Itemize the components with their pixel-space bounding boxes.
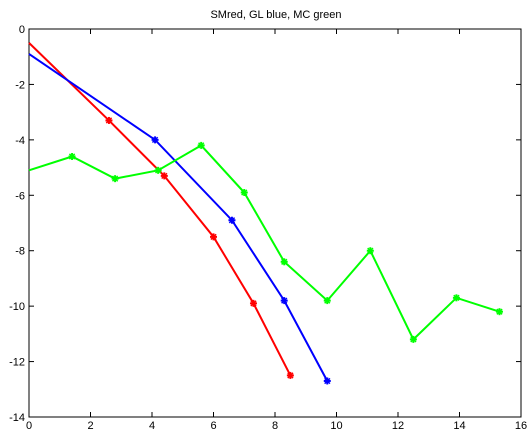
x-tick-label: 6 (210, 420, 216, 431)
series-marker (160, 172, 168, 180)
x-tick-label: 8 (272, 420, 278, 431)
x-tick-label: 10 (330, 420, 342, 431)
series-marker (249, 299, 257, 307)
x-tick-label: 12 (392, 420, 404, 431)
series-marker (409, 335, 417, 343)
series-marker (280, 297, 288, 305)
series-marker (366, 247, 374, 255)
series-marker (452, 294, 460, 302)
x-tick-label: 0 (26, 420, 32, 431)
plot-area (28, 28, 522, 418)
axis-ticks: 0 2 4 6 8 10 12 14 16 0 -2 -4 -6 -8 -10 -12 -14 (9, 24, 527, 431)
series-marker (151, 136, 159, 144)
y-tick-label: -2 (15, 79, 25, 91)
series-line (28, 42, 292, 376)
series-line (28, 53, 329, 382)
series-marker (228, 216, 236, 224)
y-tick-label: -12 (9, 357, 25, 369)
series-marker (105, 116, 113, 124)
x-tick-label: 16 (515, 420, 527, 431)
series-marker (323, 297, 331, 305)
series-marker (286, 371, 294, 379)
y-tick-label: -6 (15, 190, 25, 202)
series-marker (210, 233, 217, 241)
series-marker (495, 308, 503, 316)
y-tick-label: -8 (15, 246, 25, 258)
series-marker (68, 152, 76, 160)
series-marker (323, 377, 331, 385)
x-tick-label: 4 (149, 420, 155, 431)
chart-title: SMred, GL blue, MC green (210, 9, 341, 21)
y-tick-label: -14 (9, 412, 25, 424)
series-marker (111, 175, 119, 183)
x-tick-label: 14 (453, 420, 465, 431)
x-tick-label: 2 (87, 420, 93, 431)
y-tick-label: 0 (19, 24, 25, 36)
y-tick-label: -4 (15, 135, 25, 147)
series-marker (154, 166, 162, 174)
y-tick-label: -10 (9, 301, 25, 313)
series-marker (280, 258, 288, 266)
series-marker (197, 141, 205, 149)
series-marker (240, 189, 248, 197)
series-layer (28, 42, 503, 385)
series-line (28, 144, 500, 342)
